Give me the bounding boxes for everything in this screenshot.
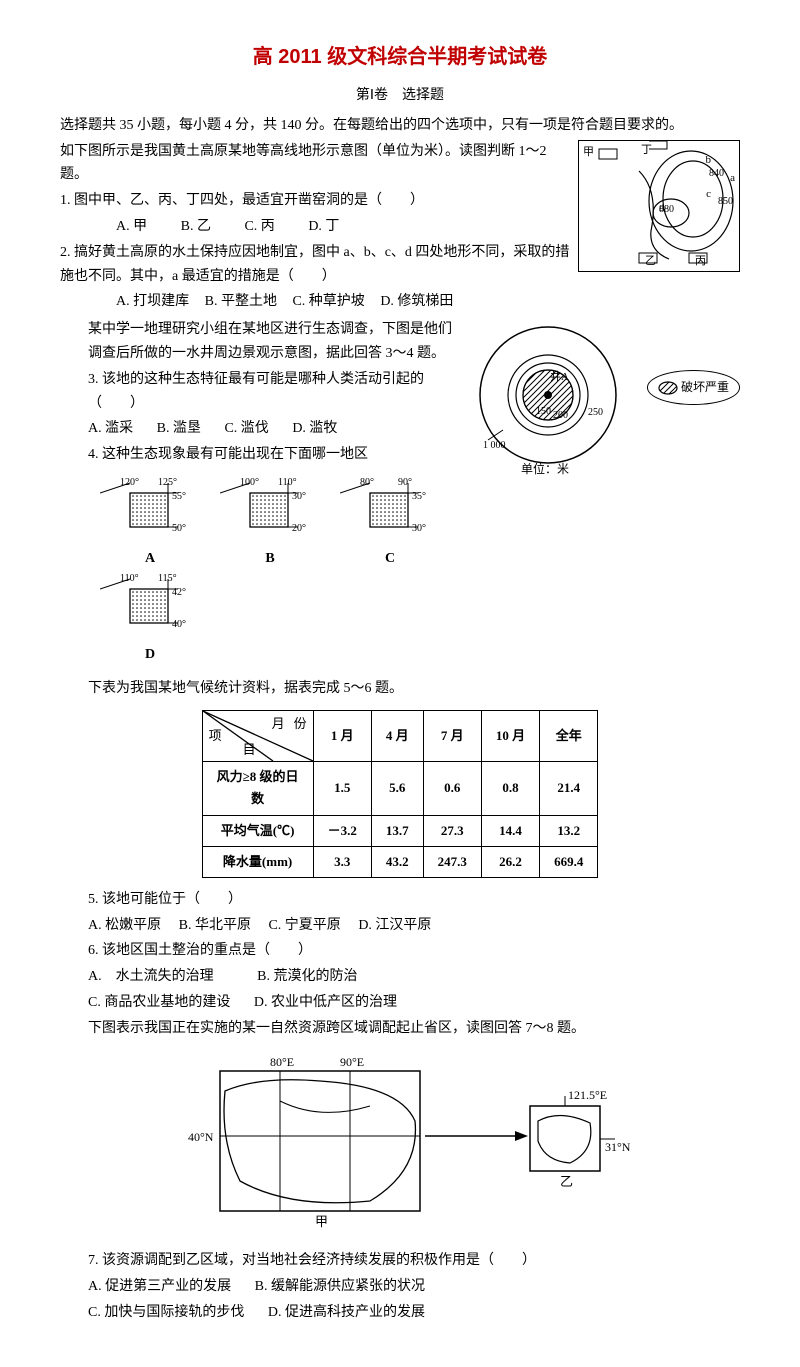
legend-text: 破坏严重 — [681, 380, 729, 394]
q1-opt-d: D. 丁 — [308, 219, 339, 234]
q6-opt-c: C. 商品农业基地的建设 — [88, 995, 230, 1010]
svg-text:110°: 110° — [278, 477, 297, 488]
region-options: 120°125° 55°50° A 100°110° 30°20° B 80°9… — [90, 475, 740, 667]
svg-text:110°: 110° — [120, 573, 139, 584]
q6-opt-b: B. 荒漠化的防治 — [257, 969, 357, 984]
table-row: 风力≥8 级的日数1.55.60.60.821.4 — [202, 762, 598, 815]
svg-text:55°: 55° — [172, 491, 186, 502]
col-h: 10 月 — [481, 711, 539, 762]
svg-text:90°: 90° — [398, 477, 412, 488]
svg-text:42°: 42° — [172, 587, 186, 598]
svg-text:200: 200 — [553, 410, 568, 421]
contour-figure: 甲 乙 丙 丁 a b c d 840 850 880 — [578, 140, 740, 272]
section-label: 第Ⅰ卷 选择题 — [60, 84, 740, 108]
svg-text:150: 150 — [536, 406, 551, 417]
contour-label: 丙 — [695, 252, 706, 271]
q5-text: 5. 该地可能位于（ ） — [88, 888, 740, 912]
contour-value: 850 — [718, 193, 733, 210]
contour-label: a — [730, 169, 735, 188]
well-legend: 破坏严重 — [647, 370, 740, 404]
q3-opt-a: A. 滥采 — [88, 421, 133, 436]
table-row: 平均气温(℃)－3.213.727.314.413.2 — [202, 815, 598, 846]
q6-opt-a: A. 水土流失的治理 — [88, 969, 214, 984]
svg-text:35°: 35° — [412, 491, 426, 502]
svg-text:115°: 115° — [158, 573, 177, 584]
svg-text:20°: 20° — [292, 523, 306, 534]
contour-label: 乙 — [645, 252, 656, 271]
climate-table: 月 份 项 目 1 月 4 月 7 月 10 月 全年 风力≥8 级的日数1.5… — [202, 710, 599, 877]
q1-opt-c: C. 丙 — [244, 219, 274, 234]
lon-right: 90°E — [340, 1055, 364, 1069]
q7-opt-c: C. 加快与国际接轨的步伐 — [88, 1305, 244, 1320]
region-left-label: 甲 — [315, 1214, 328, 1229]
instructions: 选择题共 35 小题，每小题 4 分，共 140 分。在每题给出的四个选项中，只… — [60, 114, 740, 138]
q5-opt-b: B. 华北平原 — [179, 918, 251, 933]
q3-opt-d: D. 滥牧 — [292, 421, 337, 436]
passage-7-8: 下图表示我国正在实施的某一自然资源跨区域调配起止省区，读图回答 7～8 题。 — [88, 1017, 740, 1041]
lon-left: 80°E — [270, 1055, 294, 1069]
col-h: 全年 — [540, 711, 598, 762]
region-A: 120°125° 55°50° A — [90, 475, 210, 571]
q2-opt-a: A. 打坝建库 — [116, 294, 189, 309]
q6-text: 6. 该地区国土整治的重点是（ ） — [88, 939, 740, 963]
region-B: 100°110° 30°20° B — [210, 475, 330, 571]
svg-text:80°: 80° — [360, 477, 374, 488]
q5-options: A. 松嫩平原 B. 华北平原 C. 宁夏平原 D. 江汉平原 — [88, 914, 740, 938]
q5-opt-d: D. 江汉平原 — [358, 918, 431, 933]
table-diag-header: 月 份 项 目 — [202, 711, 313, 762]
table-row: 降水量(mm)3.343.2247.326.2669.4 — [202, 846, 598, 877]
region-right-label: 乙 — [560, 1174, 573, 1189]
lon-dest: 121.5°E — [568, 1088, 607, 1102]
q6-opt-d: D. 农业中低产区的治理 — [254, 995, 397, 1010]
q6-options-1: A. 水土流失的治理 B. 荒漠化的防治 — [88, 965, 740, 989]
col-h: 1 月 — [313, 711, 371, 762]
q3-opt-b: B. 滥垦 — [157, 421, 201, 436]
region-D: 110°115° 42°40° D — [90, 571, 210, 667]
q7-opt-a: A. 促进第三产业的发展 — [88, 1279, 231, 1294]
q7-opt-b: B. 缓解能源供应紧张的状况 — [255, 1279, 425, 1294]
lat-dest: 31°N — [605, 1140, 630, 1154]
page-title: 高 2011 级文科综合半期考试试卷 — [60, 40, 740, 74]
well-figure: 井A 150 200 250 1 000 单位：米 破坏严重 — [463, 320, 740, 489]
svg-text:单位：米: 单位：米 — [521, 461, 569, 476]
svg-text:50°: 50° — [172, 523, 186, 534]
contour-label: c — [706, 185, 711, 204]
q1-opt-b: B. 乙 — [181, 219, 211, 234]
region-C: 80°90° 35°30° C — [330, 475, 450, 571]
svg-text:120°: 120° — [120, 477, 139, 488]
q2-options: A. 打坝建库 B. 平整土地 C. 种草护坡 D. 修筑梯田 — [116, 290, 740, 314]
svg-text:1 000: 1 000 — [483, 440, 506, 451]
passage-5-6: 下表为我国某地气候统计资料，据表完成 5～6 题。 — [88, 677, 740, 701]
svg-text:125°: 125° — [158, 477, 177, 488]
q7-options-1: A. 促进第三产业的发展 B. 缓解能源供应紧张的状况 — [88, 1275, 740, 1299]
contour-value: 880 — [659, 201, 674, 218]
q1-opt-a: A. 甲 — [116, 219, 147, 234]
well-center-label: 井A — [550, 369, 569, 383]
q2-opt-c: C. 种草护坡 — [292, 294, 364, 309]
q7-options-2: C. 加快与国际接轨的步伐 D. 促进高科技产业的发展 — [88, 1301, 740, 1325]
q2-opt-b: B. 平整土地 — [205, 294, 277, 309]
q7-opt-d: D. 促进高科技产业的发展 — [268, 1305, 425, 1320]
q5-opt-a: A. 松嫩平原 — [88, 918, 161, 933]
q7-text: 7. 该资源调配到乙区域，对当地社会经济持续发展的积极作用是（ ） — [88, 1249, 740, 1273]
contour-value: 840 — [709, 165, 724, 182]
svg-text:30°: 30° — [412, 523, 426, 534]
q2-opt-d: D. 修筑梯田 — [380, 294, 453, 309]
col-h: 4 月 — [371, 711, 423, 762]
q3-opt-c: C. 滥伐 — [224, 421, 268, 436]
contour-label: 丁 — [641, 141, 652, 160]
svg-text:250: 250 — [588, 407, 603, 418]
transfer-figure: 80°E 90°E 40°N 甲 121.5°E 31°N 乙 — [60, 1051, 740, 1240]
q5-opt-c: C. 宁夏平原 — [268, 918, 340, 933]
contour-label: 甲 — [583, 143, 594, 162]
col-h: 7 月 — [423, 711, 481, 762]
svg-text:100°: 100° — [240, 477, 259, 488]
svg-text:40°: 40° — [172, 619, 186, 630]
svg-text:30°: 30° — [292, 491, 306, 502]
q6-options-2: C. 商品农业基地的建设 D. 农业中低产区的治理 — [88, 991, 740, 1015]
